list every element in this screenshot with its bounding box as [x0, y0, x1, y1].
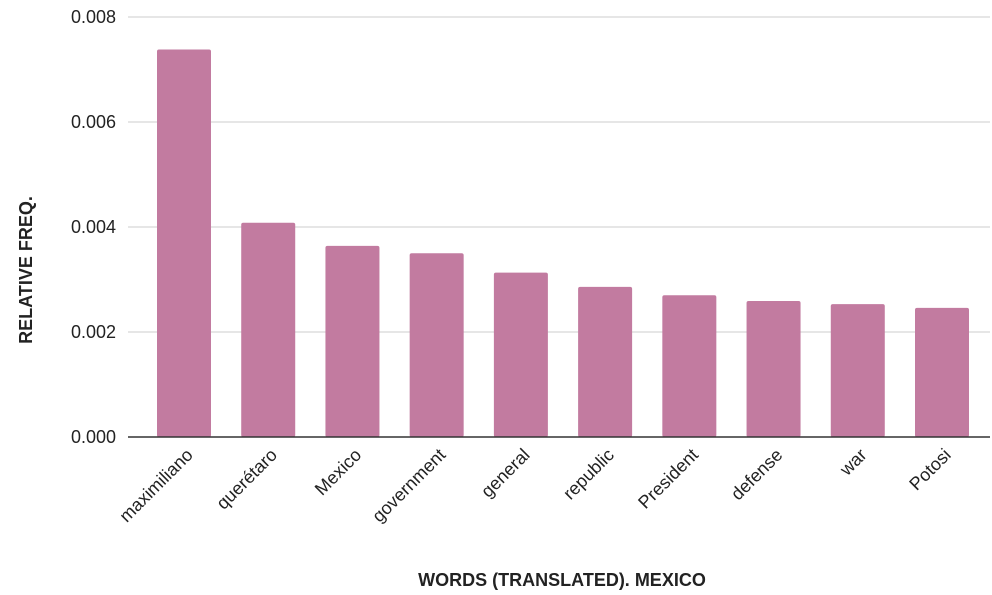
bar-maximiliano — [157, 49, 211, 438]
y-tick-label: 0.008 — [71, 7, 116, 27]
y-tick-label: 0.006 — [71, 112, 116, 132]
x-tick-label: querétaro — [212, 445, 281, 514]
x-tick-label: Potosi — [905, 445, 955, 495]
y-tick-label: 0.004 — [71, 217, 116, 237]
x-tick-label: President — [634, 445, 702, 513]
y-tick-label: 0.000 — [71, 427, 116, 447]
x-tick-label: war — [835, 445, 870, 480]
bar-mexico — [325, 245, 380, 437]
x-tick-label: republic — [559, 445, 618, 504]
x-tick-label: defense — [727, 445, 786, 504]
x-tick-label: Mexico — [311, 445, 365, 499]
bar-defense — [746, 301, 801, 437]
bar-potosi — [915, 307, 969, 437]
bar-president — [662, 295, 717, 437]
x-tick-labels: maximiliano querétaro Mexico government gene… — [115, 445, 954, 526]
bar-general — [493, 272, 548, 437]
bars — [157, 49, 969, 438]
x-axis-title: WORDS (TRANSLATED). MEXICO — [418, 570, 706, 590]
bar-government — [409, 253, 464, 437]
bar-republic — [578, 286, 633, 437]
x-tick-label: general — [477, 445, 534, 502]
y-tick-labels: 0.000 0.002 0.004 0.006 0.008 — [71, 7, 116, 447]
bar-war — [830, 304, 885, 437]
y-axis-title: RELATIVE FREQ. — [16, 196, 36, 344]
x-tick-label: maximiliano — [115, 445, 196, 526]
y-tick-label: 0.002 — [71, 322, 116, 342]
x-tick-label: government — [368, 445, 449, 526]
bar-quer-taro — [241, 222, 296, 437]
